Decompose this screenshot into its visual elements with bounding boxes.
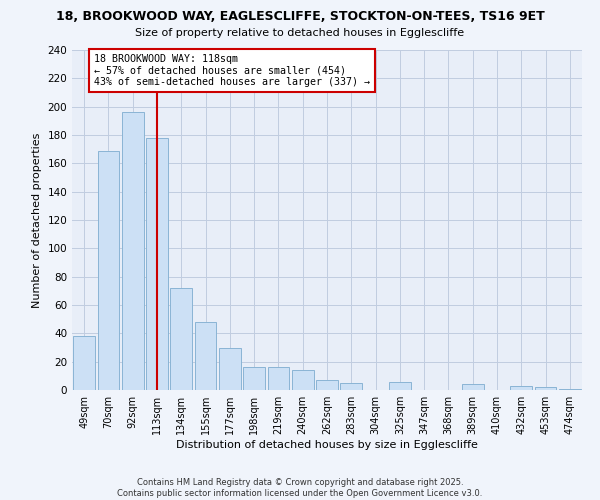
Text: 18, BROOKWOOD WAY, EAGLESCLIFFE, STOCKTON-ON-TEES, TS16 9ET: 18, BROOKWOOD WAY, EAGLESCLIFFE, STOCKTO… xyxy=(56,10,544,23)
Bar xyxy=(535,387,556,390)
Bar xyxy=(268,368,289,390)
Bar xyxy=(97,150,119,390)
Bar xyxy=(170,288,192,390)
Bar xyxy=(462,384,484,390)
Y-axis label: Number of detached properties: Number of detached properties xyxy=(32,132,42,308)
Bar xyxy=(194,322,217,390)
Text: Size of property relative to detached houses in Egglescliffe: Size of property relative to detached ho… xyxy=(136,28,464,38)
Bar xyxy=(511,386,532,390)
Text: 18 BROOKWOOD WAY: 118sqm
← 57% of detached houses are smaller (454)
43% of semi-: 18 BROOKWOOD WAY: 118sqm ← 57% of detach… xyxy=(94,54,370,88)
Bar xyxy=(146,138,168,390)
Bar xyxy=(219,348,241,390)
Bar xyxy=(73,336,95,390)
Bar xyxy=(340,383,362,390)
X-axis label: Distribution of detached houses by size in Egglescliffe: Distribution of detached houses by size … xyxy=(176,440,478,450)
Bar xyxy=(292,370,314,390)
Bar xyxy=(243,368,265,390)
Bar xyxy=(122,112,143,390)
Bar xyxy=(389,382,411,390)
Text: Contains HM Land Registry data © Crown copyright and database right 2025.
Contai: Contains HM Land Registry data © Crown c… xyxy=(118,478,482,498)
Bar xyxy=(559,388,581,390)
Bar xyxy=(316,380,338,390)
